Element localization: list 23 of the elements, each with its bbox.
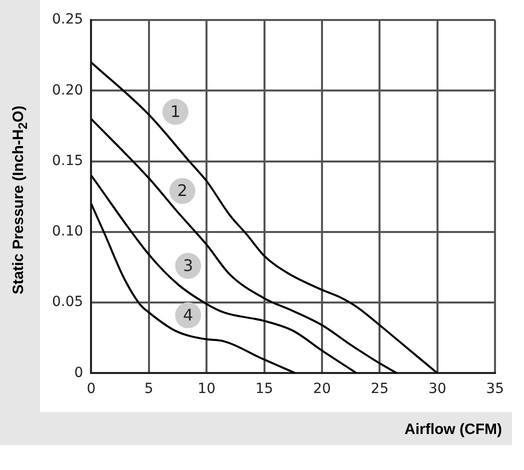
x-tick-label: 25 xyxy=(370,381,389,398)
line-series xyxy=(91,174,358,374)
annotation: 3 xyxy=(183,256,194,275)
line-series xyxy=(91,118,398,374)
line-series xyxy=(91,61,438,374)
annotation: 1 xyxy=(170,102,181,121)
x-tick-label: 35 xyxy=(486,381,504,398)
y-tick-label: 0.15 xyxy=(52,152,84,169)
x-tick-label: 0 xyxy=(86,381,96,398)
x-tick-label: 15 xyxy=(255,381,274,398)
line-series xyxy=(91,202,296,374)
x-tick-label: 20 xyxy=(313,381,331,398)
annotation: 4 xyxy=(183,305,194,324)
y-tick-label: 0.10 xyxy=(52,224,84,240)
y-tick-label: 0.20 xyxy=(52,82,84,98)
annotation: 2 xyxy=(177,181,188,200)
x-tick-label: 5 xyxy=(144,381,154,398)
y-tick-label: 0.05 xyxy=(52,294,84,310)
x-tick-label: 10 xyxy=(198,381,216,398)
x-tick-label: 30 xyxy=(428,381,446,398)
x-axis-title: Airflow (CFM) xyxy=(404,421,502,438)
y-tick-label: 0 xyxy=(74,364,84,381)
y-tick-label: 0.25 xyxy=(52,12,84,28)
